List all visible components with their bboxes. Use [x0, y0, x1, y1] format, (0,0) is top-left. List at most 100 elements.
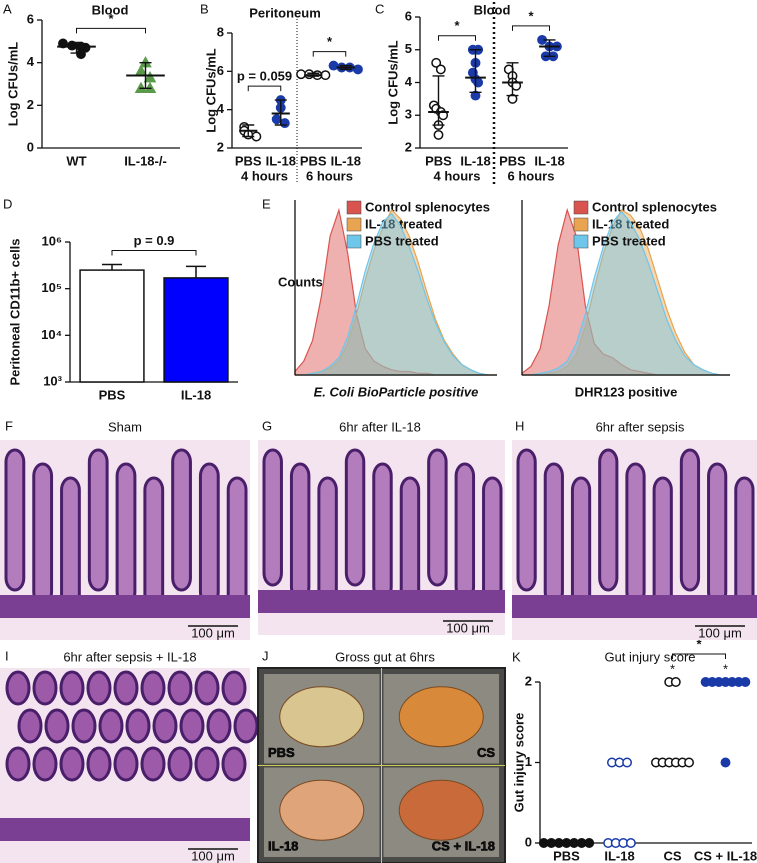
- chart-title: Blood: [474, 2, 511, 17]
- panel-title: 6hr after IL-18: [339, 419, 421, 434]
- y-tick-label: 4: [405, 74, 413, 89]
- x-tick-label: IL-18: [331, 153, 361, 168]
- error-bar: [186, 265, 206, 278]
- panel-letter: C: [375, 1, 384, 16]
- x-tick-label: PBS: [425, 153, 452, 168]
- y-axis-label: Log CFUs/mL: [5, 42, 20, 127]
- error-bar: [102, 263, 122, 271]
- tissue: [115, 462, 137, 606]
- scale-bar-label: 100 μm: [446, 620, 490, 635]
- panel-letter: H: [515, 418, 524, 433]
- error-bar: [307, 72, 320, 77]
- error-bar: [242, 124, 255, 138]
- scale-bar-label: 100 μm: [698, 625, 742, 640]
- y-tick-label: 10⁶: [42, 233, 62, 248]
- data-point: [143, 71, 157, 83]
- tissue: [289, 462, 311, 601]
- x-tick-label: IL-18: [181, 387, 211, 402]
- bracket: [438, 35, 476, 41]
- tissue: [167, 746, 193, 782]
- y-tick-label: 6: [27, 11, 34, 26]
- error-bar: [469, 49, 482, 94]
- chart-title: Blood: [92, 2, 129, 17]
- data-point: [296, 69, 307, 80]
- y-tick-label: 10⁵: [41, 280, 62, 295]
- group-label: 4 hours: [241, 168, 288, 183]
- photo-label: PBS: [268, 745, 295, 760]
- legend-swatch: [346, 200, 362, 215]
- y-tick-label: 4: [27, 54, 35, 69]
- data-point: [271, 114, 282, 125]
- tissue: [86, 670, 112, 706]
- panel-title: Gross gut at 6hrs: [335, 649, 435, 664]
- tissue: [44, 708, 70, 744]
- tissue: [98, 708, 124, 744]
- x-tick-label: IL-18: [534, 153, 564, 168]
- tissue: [125, 708, 151, 744]
- y-tick-label: 6: [217, 63, 224, 78]
- legend-swatch: [573, 200, 589, 215]
- x-tick-label: PBS: [553, 848, 580, 863]
- tissue: [32, 670, 58, 706]
- annotation: *: [723, 661, 728, 676]
- bracket: [76, 27, 146, 34]
- tissue: [87, 448, 109, 592]
- tissue: [233, 708, 259, 744]
- legend-swatch: [573, 234, 589, 249]
- error-bar: [70, 41, 83, 54]
- tissue: [140, 670, 166, 706]
- tissue: [198, 462, 220, 606]
- y-tick-label: 2: [405, 139, 412, 154]
- y-tick-label: 2: [525, 673, 532, 688]
- tissue: [679, 448, 701, 592]
- x-tick-label: PBS: [499, 153, 526, 168]
- chart-title: Peritoneum: [249, 5, 321, 20]
- bracket: [312, 51, 347, 57]
- photo-label: CS + IL-18: [432, 838, 495, 853]
- tissue: [221, 670, 247, 706]
- data-point: [625, 838, 636, 848]
- tissue: [86, 746, 112, 782]
- legend-swatch: [346, 217, 362, 232]
- data-point: [431, 57, 442, 68]
- tissue: [152, 708, 178, 744]
- data-point: [670, 677, 681, 687]
- legend-swatch: [573, 217, 589, 232]
- data-point: [279, 118, 290, 129]
- y-axis-label: Peritoneal CD11b+ cells: [7, 238, 22, 385]
- y-tick-label: 3: [405, 107, 412, 122]
- y-tick-label: 1: [525, 754, 532, 769]
- data-point: [76, 49, 86, 60]
- tissue: [454, 462, 476, 601]
- y-tick-label: 8: [217, 24, 224, 39]
- tissue: [707, 462, 728, 606]
- bracket: [672, 653, 726, 659]
- data-point: [740, 677, 751, 687]
- photo-label: IL-18: [268, 838, 298, 853]
- data-point: [720, 757, 731, 768]
- tissue: [5, 670, 31, 706]
- tissue: [543, 462, 564, 606]
- panel-letter: D: [3, 196, 12, 211]
- error-bar: [432, 75, 445, 126]
- tissue: [113, 670, 139, 706]
- x-tick-label: PBS: [300, 153, 327, 168]
- error-bar: [339, 64, 352, 71]
- panel-letter: E: [262, 196, 271, 211]
- tissue: [372, 462, 393, 601]
- tissue: [179, 708, 205, 744]
- x-tick-label: PBS: [99, 387, 126, 402]
- x-axis-label: DHR123 positive: [575, 384, 678, 399]
- histogram-area: [522, 210, 730, 376]
- data-point: [328, 60, 339, 71]
- y-tick-label: 4: [217, 101, 225, 116]
- y-tick-label: 0: [27, 139, 34, 154]
- y-axis-label: Counts: [278, 274, 323, 289]
- panel-letter: I: [5, 648, 9, 663]
- tissue: [5, 746, 31, 782]
- x-tick-label: WT: [66, 153, 86, 168]
- legend-label: Control splenocytes: [592, 199, 717, 214]
- y-tick-label: 10⁴: [41, 327, 62, 342]
- panel-letter: K: [512, 649, 521, 664]
- tissue: [17, 708, 43, 744]
